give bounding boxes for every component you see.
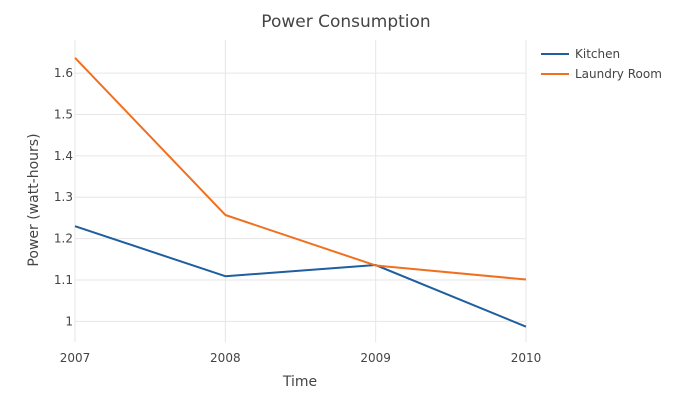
series-lines [74,57,527,328]
y-tick-label: 1.4 [54,149,73,163]
series-line-laundry-room [74,57,527,281]
y-axis-title: Power (watt-hours) [26,133,42,266]
legend: Kitchen Laundry Room [541,47,662,81]
legend-label: Kitchen [575,47,620,61]
chart-title: Power Consumption [261,12,430,32]
y-tick-label: 1.6 [54,66,73,80]
y-axis-ticks: 1 1.1 1.2 1.3 1.4 1.5 1.6 [54,66,73,328]
x-tick-label: 2010 [511,351,542,365]
legend-label: Laundry Room [575,67,662,81]
grid [74,40,527,342]
y-tick-label: 1.1 [54,273,73,287]
series-line-kitchen [74,225,527,328]
x-axis-ticks: 2007 2008 2009 2010 [60,351,542,365]
x-tick-label: 2008 [210,351,241,365]
y-tick-label: 1.5 [54,107,73,121]
x-tick-label: 2007 [60,351,91,365]
x-tick-label: 2009 [360,351,391,365]
y-tick-label: 1 [65,314,73,328]
y-tick-label: 1.2 [54,232,73,246]
x-axis-title: Time [282,374,317,390]
y-tick-label: 1.3 [54,190,73,204]
